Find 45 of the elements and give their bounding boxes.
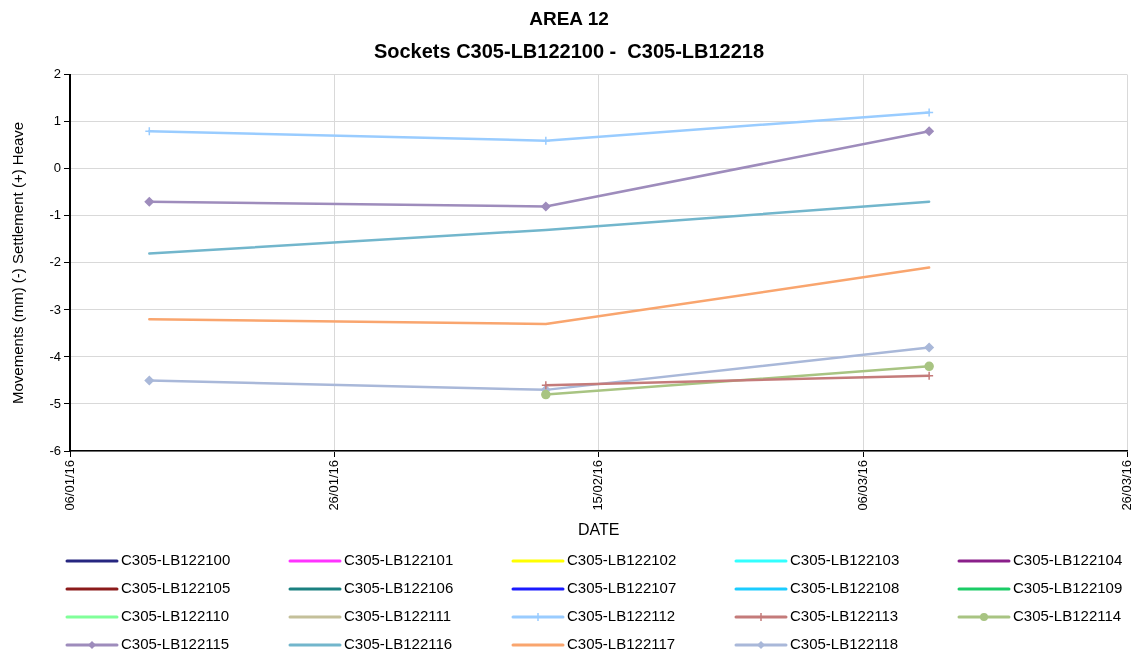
legend-label: C305-LB122106 — [344, 579, 454, 597]
legend-label: C305-LB122116 — [344, 635, 453, 653]
legend-label: C305-LB122107 — [567, 579, 677, 597]
y-tick-label: -2 — [49, 254, 61, 270]
legend-label: C305-LB122105 — [121, 579, 231, 597]
y-tick-label: 2 — [53, 66, 61, 82]
point — [144, 375, 155, 386]
legend-label: C305-LB122111 — [344, 607, 452, 625]
legend-label: C305-LB122115 — [121, 635, 230, 653]
y-tick-label: -3 — [49, 301, 61, 317]
y-tick-label: -6 — [49, 442, 61, 458]
y-tick-label: 0 — [53, 160, 61, 176]
legend-label: C305-LB122104 — [1013, 551, 1123, 569]
y-tick-label: -4 — [49, 348, 61, 364]
point — [924, 361, 934, 372]
legend-label: C305-LB122100 — [121, 551, 231, 569]
point — [541, 201, 551, 212]
legend-label: C305-LB122103 — [790, 551, 900, 569]
legend-label: C305-LB122112 — [567, 607, 676, 625]
x-tick-label: 26/01/16 — [325, 460, 341, 511]
legend-label: C305-LB122108 — [790, 579, 900, 597]
point — [924, 126, 934, 136]
legend-label: C305-LB122102 — [567, 551, 677, 569]
point — [541, 389, 551, 400]
x-tick-label: 26/03/16 — [1118, 460, 1134, 511]
y-axis-title: Movements (mm) (-) Settlement (+) Heave — [9, 121, 27, 404]
y-tick-label: -5 — [49, 395, 61, 411]
y-tick-label: -1 — [49, 207, 61, 223]
legend-label: C305-LB122109 — [1013, 579, 1123, 597]
legend-label: C305-LB122114 — [1013, 607, 1122, 625]
x-tick-label: 06/03/16 — [854, 460, 870, 511]
chart-subtitle: Sockets C305-LB122100 - C305-LB12218 — [373, 40, 765, 63]
point — [144, 197, 155, 207]
x-axis-title: DATE — [577, 520, 620, 538]
legend-label: C305-LB122117 — [567, 635, 676, 653]
point — [924, 342, 934, 353]
x-tick-label: 15/02/16 — [590, 460, 606, 511]
legend-label: C305-LB122113 — [790, 607, 899, 625]
legend-label: C305-LB122118 — [790, 635, 899, 653]
point — [924, 107, 934, 118]
x-tick-label: 06/01/16 — [61, 460, 77, 511]
y-tick-label: 1 — [53, 113, 61, 129]
legend-label: C305-LB122101 — [344, 551, 454, 569]
chart-title: AREA 12 — [529, 7, 609, 29]
legend-label: C305-LB122110 — [121, 607, 230, 625]
